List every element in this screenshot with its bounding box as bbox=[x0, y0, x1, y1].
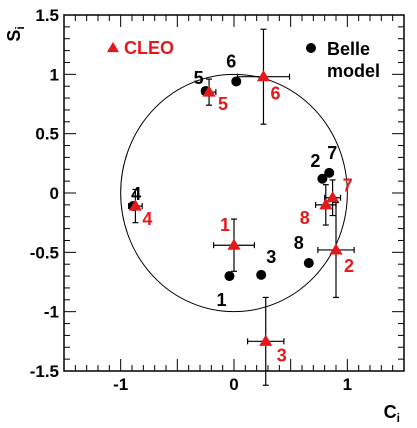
x-tick-label: 1 bbox=[343, 375, 352, 394]
y-tick-label: -0.5 bbox=[30, 243, 59, 262]
cleo-point bbox=[319, 198, 333, 210]
belle-point-label: 7 bbox=[327, 143, 337, 163]
cleo-point bbox=[128, 199, 142, 211]
x-axis-title: Ci bbox=[384, 402, 400, 425]
cleo-point bbox=[227, 238, 241, 250]
belle-point-label: 3 bbox=[266, 247, 276, 267]
belle-point bbox=[317, 173, 328, 184]
legend-belle-label-line1: Belle bbox=[327, 39, 370, 59]
cleo-point-label: 4 bbox=[142, 209, 152, 229]
y-tick-label: 1.5 bbox=[35, 6, 59, 25]
belle-point-label: 2 bbox=[310, 151, 320, 171]
cleo-point bbox=[329, 243, 343, 255]
cleo-point bbox=[259, 334, 273, 346]
belle-point bbox=[231, 76, 242, 87]
legend-cleo-marker bbox=[106, 41, 120, 53]
cleo-point-label: 5 bbox=[218, 94, 228, 114]
cleo-point-label: 2 bbox=[344, 256, 354, 276]
belle-point-label: 8 bbox=[294, 233, 304, 253]
belle-point-label: 1 bbox=[216, 290, 226, 310]
belle-point-label: 4 bbox=[131, 184, 141, 204]
belle-point bbox=[224, 271, 235, 282]
x-tick-label: -1 bbox=[113, 375, 128, 394]
belle-point bbox=[303, 258, 314, 269]
cleo-point bbox=[202, 85, 216, 97]
y-tick-label: 0 bbox=[50, 184, 59, 203]
belle-point-label: 5 bbox=[194, 68, 204, 88]
cleo-point-label: 3 bbox=[277, 345, 287, 365]
y-tick-label: 0.5 bbox=[35, 125, 59, 144]
cleo-point-label: 6 bbox=[270, 84, 280, 104]
belle-point bbox=[324, 167, 335, 178]
belle-point-label: 6 bbox=[226, 51, 236, 71]
cleo-point-label: 8 bbox=[300, 208, 310, 228]
cleo-point bbox=[326, 191, 340, 203]
y-tick-label: -1 bbox=[44, 303, 59, 322]
cleo-point-label: 7 bbox=[343, 176, 353, 196]
legend-cleo-label: CLEO bbox=[124, 38, 174, 58]
belle-point bbox=[256, 269, 267, 280]
y-tick-label: -1.5 bbox=[30, 362, 59, 381]
cleo-point bbox=[256, 70, 271, 82]
legend-belle-marker bbox=[306, 43, 316, 53]
legend-belle-label-line2: model bbox=[327, 61, 380, 81]
x-tick-label: 0 bbox=[229, 375, 238, 394]
unit-circle bbox=[120, 73, 348, 313]
cleo-point-label: 1 bbox=[220, 215, 230, 235]
y-axis-title: Si bbox=[4, 26, 27, 41]
y-tick-label: 1 bbox=[50, 65, 59, 84]
